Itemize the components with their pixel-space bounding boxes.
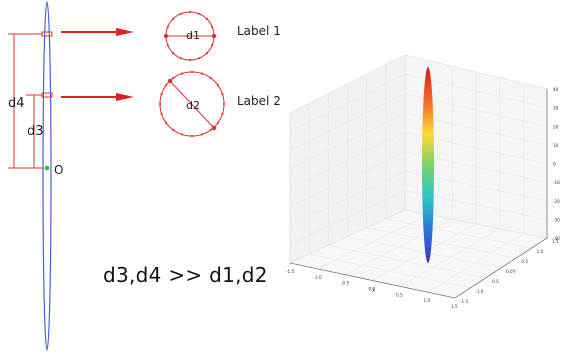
- circle-2-point: [190, 134, 194, 138]
- circle-1-point: [211, 25, 214, 28]
- x-tick-label: 1.5: [451, 304, 458, 309]
- circle-2-point: [172, 128, 175, 131]
- label-2: Label 2: [237, 94, 281, 108]
- y-tick-label: -0.5: [491, 279, 500, 284]
- y-axis-label: Y: [512, 269, 516, 275]
- section-circle-2: [158, 70, 226, 138]
- circle-2-point: [190, 70, 194, 74]
- x-tick-label: -1.5: [286, 269, 295, 274]
- y-tick-label: 1.0: [537, 249, 544, 254]
- circle-2-points: [158, 70, 226, 138]
- label-1: Label 1: [237, 24, 281, 38]
- arrow-2-head: [116, 93, 134, 101]
- upper-section-marker: [41, 31, 53, 37]
- z-tick-label: 10: [553, 143, 559, 148]
- circle-2-point: [200, 72, 203, 75]
- circle-2-point: [165, 84, 168, 87]
- circle-1-point: [179, 57, 182, 60]
- circle-1-point: [188, 58, 192, 62]
- plot-3d: -40 -30 -20 -10 0 10 20 30 40 -1.5 -1.0 -0.5 0.0 0.5 1…: [286, 54, 560, 309]
- d2-endpoint-top: [167, 78, 173, 84]
- d2-label: d2: [186, 99, 200, 112]
- circle-1-point: [205, 51, 209, 55]
- section-circle-1: [163, 10, 217, 62]
- circle-1-point: [211, 44, 214, 47]
- d1-label: d1: [186, 29, 200, 42]
- origin-label: O: [54, 163, 64, 177]
- circle-2-point: [216, 84, 219, 87]
- x-tick-label: 1.0: [424, 298, 431, 303]
- circle-2-point: [209, 77, 212, 80]
- y-tick-label: -1.0: [475, 289, 484, 294]
- circle-2-point: [216, 121, 219, 124]
- d1-endpoint-right: [211, 33, 217, 39]
- circle-2-point: [221, 93, 224, 96]
- relation-text: d3,d4 >> d1,d2: [103, 263, 268, 287]
- arrows: [61, 28, 134, 101]
- x-tick-label: -1.0: [314, 275, 323, 280]
- circle-1-point: [166, 44, 169, 47]
- d4-label: d4: [8, 96, 25, 111]
- d2-endpoint-bottom: [211, 125, 217, 131]
- x-axis-label: X: [372, 288, 375, 294]
- dimension-lines: [8, 33, 44, 169]
- circle-2-point: [209, 128, 212, 131]
- circle-2-point: [200, 133, 203, 136]
- circle-2-point: [165, 121, 168, 124]
- circle-2-point: [172, 77, 175, 80]
- y-tick-label: 0.0: [506, 269, 513, 274]
- arrow-1-head: [116, 28, 134, 36]
- d2-diameter-line: [169, 80, 215, 129]
- x-tick-label: 0.0: [369, 287, 376, 292]
- circle-1-point: [166, 25, 169, 28]
- y-tick-label: -1.5: [460, 299, 469, 304]
- z-tick-label: -20: [553, 199, 560, 204]
- origin-point: [44, 165, 50, 171]
- y-axis-line: [454, 237, 548, 299]
- y-gridline: [347, 236, 502, 269]
- z-tick-label: 40: [553, 87, 559, 92]
- circle-2-point: [181, 72, 184, 75]
- y-gridline: [366, 227, 517, 259]
- d3-label: d3: [27, 124, 44, 139]
- circle-2-point: [158, 102, 162, 106]
- z-tick-label: -30: [553, 217, 560, 222]
- circle-2-point: [181, 133, 184, 136]
- circle-2-point: [160, 93, 163, 96]
- x-tick-label: 0.5: [396, 292, 403, 297]
- circle-1-point: [188, 10, 192, 14]
- circle-2-point: [222, 102, 226, 106]
- z-tick-label: -10: [553, 180, 560, 185]
- z-tick-label: -40: [553, 236, 560, 241]
- z-tick-label: 30: [553, 106, 559, 111]
- circle-2-point: [160, 112, 163, 115]
- circle-1-point: [198, 12, 201, 15]
- x-tick-label: -0.5: [341, 281, 350, 286]
- y-gridline: [309, 253, 471, 289]
- circle-1-point: [171, 51, 175, 55]
- y-tick-label: 0.5: [521, 259, 528, 264]
- y-tick-label: 1.5: [552, 239, 559, 244]
- circle-1-point: [205, 17, 209, 21]
- tall-ellipse: [42, 1, 52, 351]
- circle-1-point: [179, 12, 182, 15]
- y-gridline: [328, 245, 486, 279]
- z-tick-label: 0: [553, 162, 556, 167]
- circle-1-point: [198, 57, 201, 60]
- x-axis-line: [289, 262, 456, 299]
- plot-tick-labels: -40 -30 -20 -10 0 10 20 30 40 -1.5 -1.0 -0.5 0.0 0.5 1…: [286, 87, 560, 309]
- d1-endpoint-left: [163, 33, 169, 39]
- circle-1-point: [171, 17, 175, 21]
- circle-2-point: [221, 112, 224, 115]
- z-tick-label: 20: [553, 124, 559, 129]
- ellipsoid-surface: [422, 67, 434, 263]
- y-gridline: [385, 218, 532, 249]
